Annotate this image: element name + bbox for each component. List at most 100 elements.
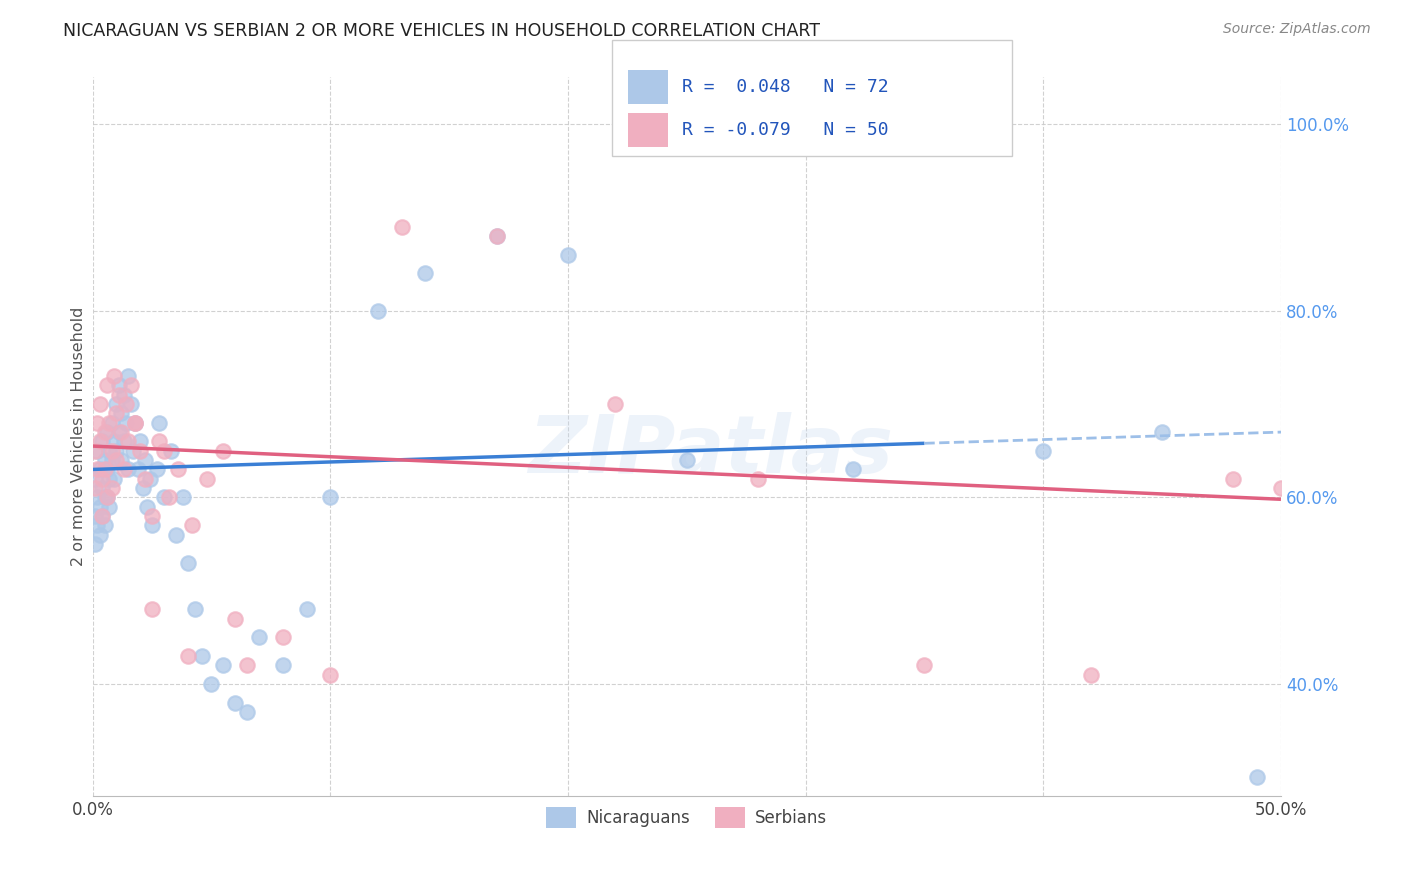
Point xyxy=(96,462,118,476)
Point xyxy=(1080,667,1102,681)
Point xyxy=(100,481,122,495)
Point xyxy=(184,602,207,616)
Text: ZIPatlas: ZIPatlas xyxy=(529,412,893,490)
Point xyxy=(605,397,627,411)
Point xyxy=(93,425,115,439)
Point xyxy=(89,500,111,514)
Point xyxy=(112,462,135,476)
Point xyxy=(367,303,389,318)
Point xyxy=(153,443,176,458)
Point xyxy=(103,434,125,449)
Point xyxy=(115,397,138,411)
Point xyxy=(91,509,114,524)
Point xyxy=(1222,472,1244,486)
Point xyxy=(1246,771,1268,785)
Text: Source: ZipAtlas.com: Source: ZipAtlas.com xyxy=(1223,22,1371,37)
Point xyxy=(842,462,865,476)
Point xyxy=(91,509,114,524)
Point xyxy=(160,443,183,458)
Legend: Nicaraguans, Serbians: Nicaraguans, Serbians xyxy=(540,801,834,835)
Point xyxy=(98,416,121,430)
Point xyxy=(105,397,128,411)
Point xyxy=(107,425,129,439)
Point xyxy=(1152,425,1174,439)
Text: NICARAGUAN VS SERBIAN 2 OR MORE VEHICLES IN HOUSEHOLD CORRELATION CHART: NICARAGUAN VS SERBIAN 2 OR MORE VEHICLES… xyxy=(63,22,820,40)
Point xyxy=(84,443,107,458)
Point xyxy=(84,481,107,495)
Point xyxy=(84,472,107,486)
Point xyxy=(112,434,135,449)
Point xyxy=(165,528,187,542)
Point xyxy=(86,491,108,505)
Point xyxy=(675,453,697,467)
Point xyxy=(91,434,114,449)
Point xyxy=(195,472,218,486)
Point xyxy=(271,631,294,645)
Point xyxy=(86,518,108,533)
Point xyxy=(93,491,115,505)
Point xyxy=(89,397,111,411)
Point xyxy=(134,453,156,467)
Point xyxy=(157,491,180,505)
Point xyxy=(485,229,508,244)
Point xyxy=(415,267,437,281)
FancyBboxPatch shape xyxy=(628,113,668,147)
Point xyxy=(131,481,153,495)
Point xyxy=(91,481,114,495)
Point xyxy=(181,518,204,533)
Point xyxy=(124,416,146,430)
Point xyxy=(96,491,118,505)
Point xyxy=(176,649,198,664)
Point xyxy=(148,416,170,430)
Point xyxy=(117,462,139,476)
Point xyxy=(117,369,139,384)
Point xyxy=(96,491,118,505)
Point xyxy=(89,434,111,449)
Point xyxy=(96,378,118,392)
Point xyxy=(236,658,259,673)
Point xyxy=(172,491,194,505)
Point xyxy=(141,518,163,533)
Point xyxy=(105,453,128,467)
Point xyxy=(107,388,129,402)
Point xyxy=(319,491,342,505)
Point xyxy=(93,462,115,476)
Text: R = -0.079   N = 50: R = -0.079 N = 50 xyxy=(682,121,889,139)
Point xyxy=(138,472,160,486)
Point xyxy=(117,434,139,449)
Point xyxy=(747,472,769,486)
Point xyxy=(295,602,318,616)
Point xyxy=(212,443,235,458)
Point xyxy=(122,443,145,458)
Point xyxy=(86,443,108,458)
Point xyxy=(84,509,107,524)
Point xyxy=(134,472,156,486)
Point xyxy=(176,556,198,570)
Point xyxy=(84,537,107,551)
Point xyxy=(105,443,128,458)
Point xyxy=(148,434,170,449)
Point xyxy=(224,696,246,710)
Point xyxy=(271,658,294,673)
Point xyxy=(247,631,270,645)
Point xyxy=(127,462,149,476)
Point xyxy=(124,416,146,430)
Point xyxy=(141,602,163,616)
Point xyxy=(212,658,235,673)
Point xyxy=(1270,481,1292,495)
Point xyxy=(110,453,132,467)
Point xyxy=(485,229,508,244)
Point xyxy=(141,509,163,524)
Point xyxy=(167,462,190,476)
Point xyxy=(224,612,246,626)
Point xyxy=(391,219,413,234)
Point xyxy=(236,705,259,719)
Point xyxy=(89,462,111,476)
Point xyxy=(103,369,125,384)
Point xyxy=(93,453,115,467)
Point xyxy=(100,453,122,467)
Point xyxy=(105,406,128,420)
Point xyxy=(557,248,579,262)
Point xyxy=(107,378,129,392)
Point xyxy=(100,416,122,430)
